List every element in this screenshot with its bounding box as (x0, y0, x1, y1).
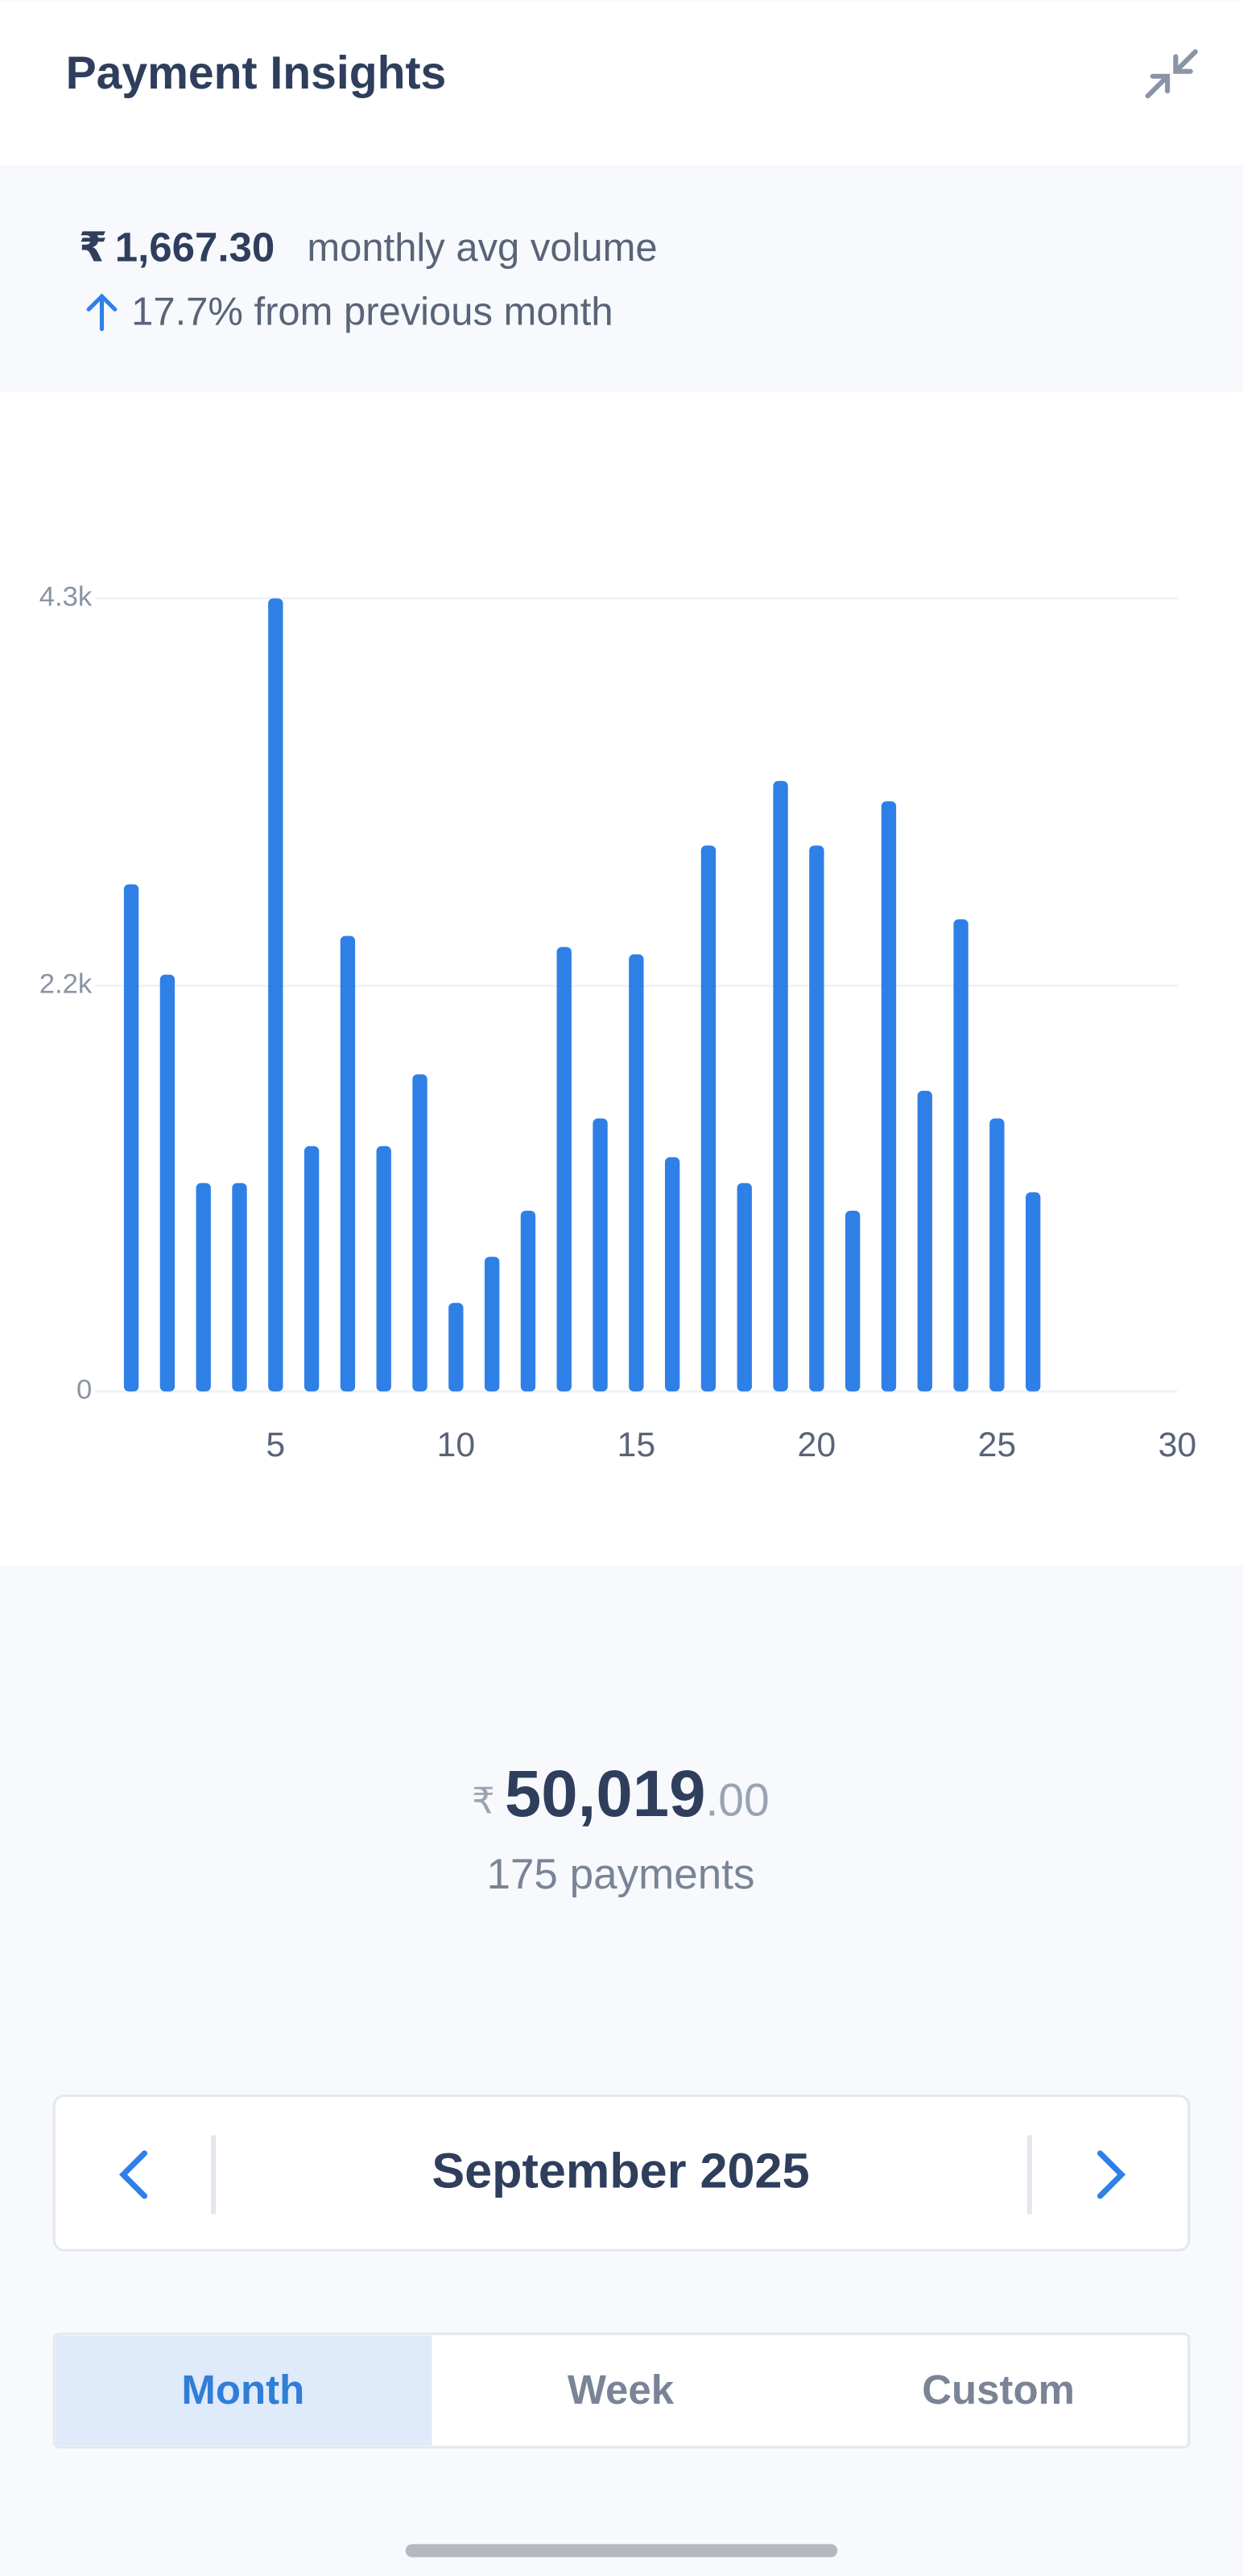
bar (556, 947, 572, 1392)
header-bg (0, 0, 1243, 165)
total-amount: 50,019 (505, 1757, 706, 1831)
bar (773, 781, 788, 1392)
bar (700, 845, 716, 1392)
total-currency: ₹ (472, 1780, 495, 1821)
bar (1026, 1192, 1041, 1392)
y-tick-label: 0 (76, 1375, 92, 1406)
avg-caption: monthly avg volume (307, 226, 657, 270)
bar (664, 1157, 680, 1392)
next-button[interactable] (1096, 2150, 1126, 2199)
x-tick-label: 30 (1158, 1426, 1197, 1464)
collapse-icon[interactable] (1145, 49, 1198, 99)
title: Payment Insights (66, 47, 447, 99)
x-tick-label: 25 (978, 1426, 1017, 1464)
x-tick-label: 20 (798, 1426, 836, 1464)
tab[interactable]: Week (568, 2367, 675, 2413)
total-decimals: .00 (705, 1775, 769, 1827)
bar (484, 1257, 500, 1392)
bar (593, 1118, 608, 1392)
x-tick-label: 10 (437, 1426, 476, 1464)
bar (845, 1210, 861, 1392)
bar (917, 1091, 932, 1392)
home-indicator (405, 2544, 838, 2557)
bar (340, 935, 356, 1392)
bar (123, 884, 139, 1392)
x-tick-label: 15 (617, 1426, 656, 1464)
change: 17.7% from previous month (131, 290, 613, 333)
bar (737, 1183, 752, 1392)
x-tick-label: 5 (266, 1426, 285, 1464)
payment-count: 175 payments (486, 1851, 754, 1898)
chart: 0 2.2k 4.3k 5 10 15 20 25 30 (39, 582, 1197, 1465)
currency: ₹ (79, 224, 107, 270)
bar (809, 845, 824, 1392)
y-tick-label: 2.2k (39, 969, 93, 1000)
bar (304, 1146, 320, 1392)
bar (376, 1146, 391, 1392)
bar (953, 919, 968, 1392)
period-nav (52, 2094, 1191, 2252)
bar (268, 598, 283, 1392)
bar (232, 1183, 247, 1392)
bar (159, 974, 176, 1392)
bar (629, 954, 644, 1392)
tab-selected-bg (56, 2335, 432, 2446)
bar (989, 1118, 1005, 1392)
up-arrow (86, 293, 118, 332)
tab[interactable]: Month (181, 2367, 304, 2413)
bar (196, 1183, 211, 1392)
tab[interactable]: Custom (922, 2367, 1075, 2413)
y-tick-label: 4.3k (39, 582, 93, 613)
bar (448, 1302, 464, 1392)
bar (412, 1074, 427, 1392)
prev-button[interactable] (118, 2150, 148, 2199)
chart-bg (0, 391, 1243, 1566)
bar (881, 801, 897, 1392)
bar (520, 1210, 536, 1392)
avg-amount: 1,667.30 (115, 224, 275, 270)
period-label: September 2025 (432, 2144, 809, 2198)
